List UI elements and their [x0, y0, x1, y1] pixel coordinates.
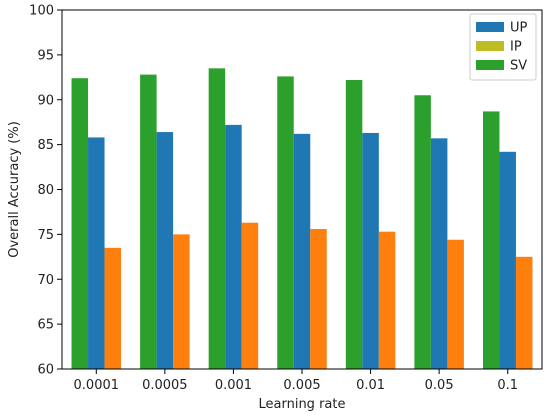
x-axis: 0.0001 0.0005 0.001 0.005 0.01 0.05 0.1 [74, 369, 518, 393]
legend-label-up: UP [510, 21, 528, 36]
y-tick-label: 100 [29, 4, 54, 19]
bar-ip-0.05 [447, 239, 464, 369]
y-axis-label: Overall Accuracy (%) [7, 121, 22, 258]
bar-sv-0.0001 [71, 78, 89, 370]
legend: UP IP SV [469, 13, 537, 81]
legend-swatch-ip [476, 41, 504, 51]
bar-ip-0.01 [378, 231, 396, 369]
x-tick-label: 0.001 [215, 378, 252, 393]
x-tick-label: 0.0001 [74, 378, 120, 393]
bar-sv-0.001 [208, 68, 226, 370]
legend-label-sv: SV [510, 59, 527, 74]
y-tick-label: 75 [37, 228, 54, 243]
bar-up-0.005 [293, 133, 311, 369]
y-tick-label: 85 [37, 138, 54, 153]
bar-sv-0.01 [345, 80, 363, 369]
legend-label-ip: IP [510, 40, 522, 55]
y-tick-label: 65 [37, 318, 54, 333]
bar-ip-0.005 [310, 228, 327, 369]
bars-group [71, 68, 533, 370]
bar-up-0.01 [362, 132, 379, 369]
bar-sv-0.0005 [140, 74, 157, 370]
y-axis: 60 65 70 75 80 85 90 95 100 [29, 4, 62, 378]
x-tick-label: 0.0005 [142, 378, 188, 393]
legend-swatch-sv [476, 60, 504, 70]
bar-sv-0.005 [277, 76, 294, 369]
bar-ip-0.1 [515, 256, 533, 369]
bar-up-0.001 [225, 124, 242, 369]
bar-up-0.0001 [88, 137, 105, 369]
y-tick-label: 60 [37, 363, 54, 378]
bar-up-0.1 [499, 151, 516, 369]
y-tick-label: 70 [37, 273, 54, 288]
y-tick-label: 90 [37, 93, 54, 108]
bar-ip-0.0001 [104, 247, 122, 369]
bar-sv-0.05 [414, 95, 431, 369]
bar-ip-0.001 [241, 222, 259, 369]
x-tick-label: 0.05 [425, 378, 454, 393]
bar-sv-0.1 [482, 111, 500, 369]
bar-up-0.0005 [156, 132, 174, 369]
legend-swatch-up [476, 22, 504, 32]
x-tick-label: 0.01 [356, 378, 385, 393]
x-tick-label: 0.005 [283, 378, 320, 393]
bar-up-0.05 [430, 138, 448, 369]
bar-ip-0.0005 [173, 234, 190, 369]
x-tick-label: 0.1 [497, 378, 518, 393]
x-axis-label: Learning rate [259, 397, 346, 412]
y-tick-label: 80 [37, 183, 54, 198]
y-tick-label: 95 [37, 48, 54, 63]
